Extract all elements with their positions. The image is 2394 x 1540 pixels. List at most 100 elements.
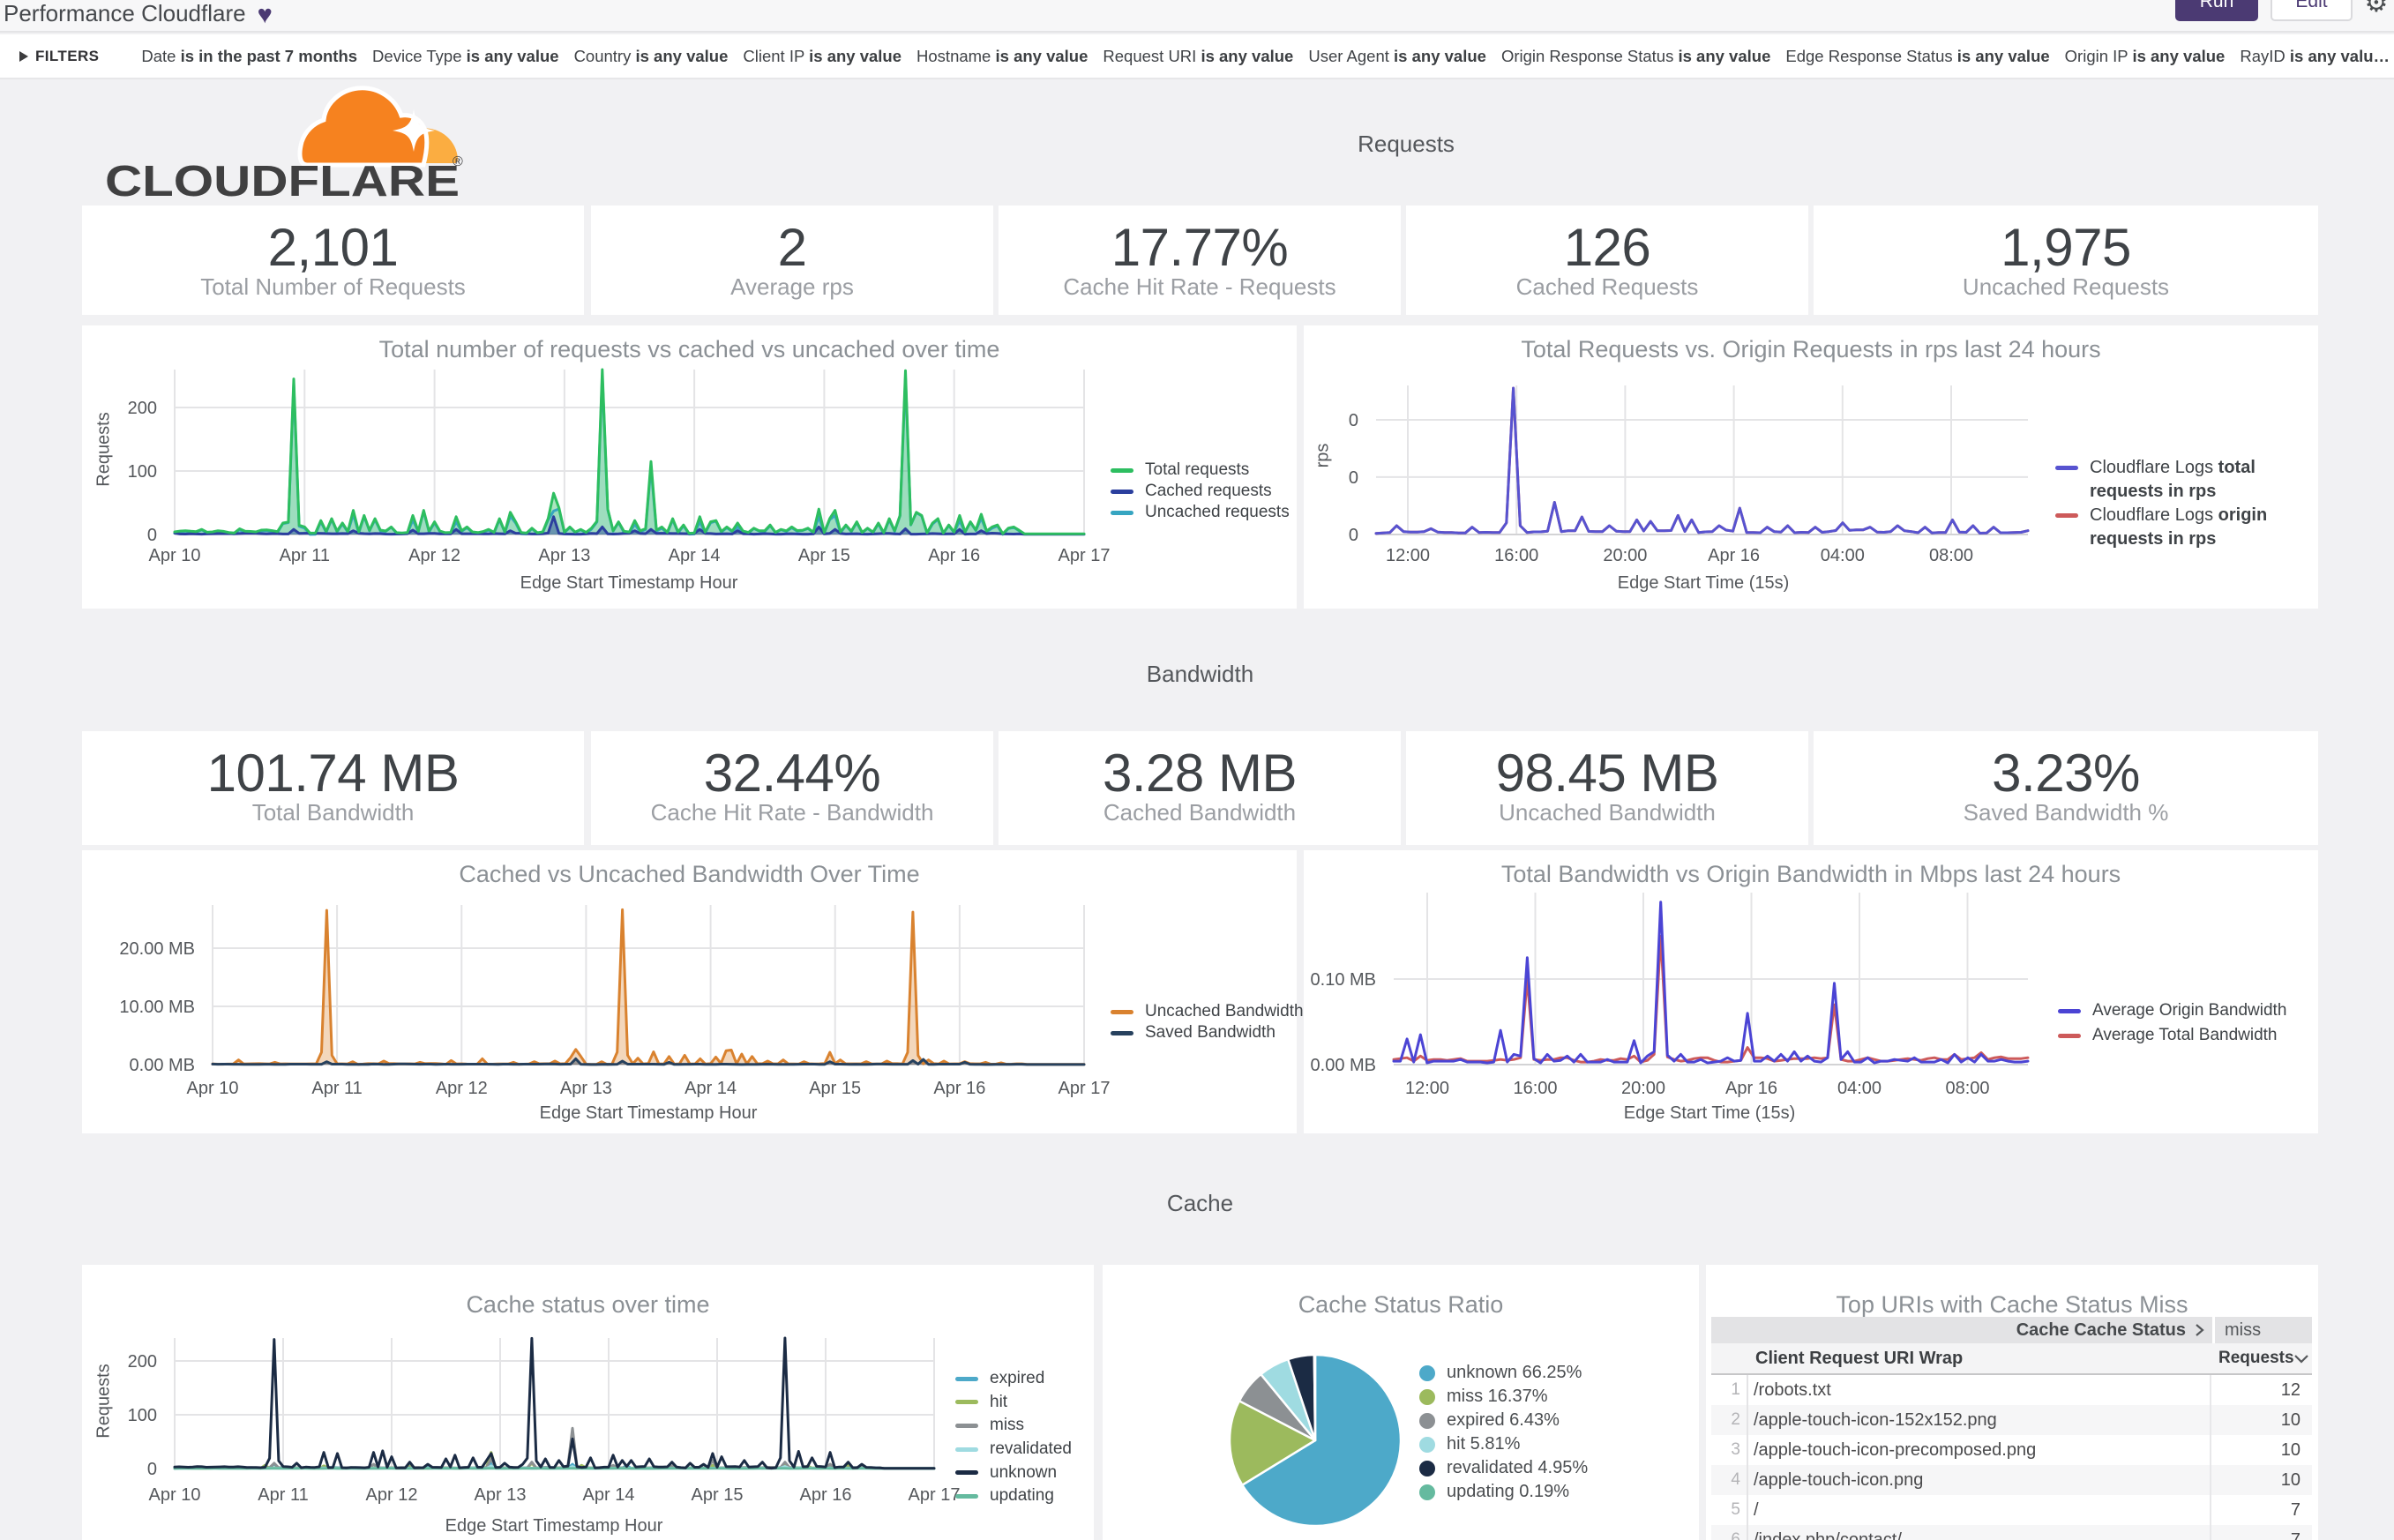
chart-svg-requests_over_time: 0 100 200 Apr 10 Apr 11 Apr 12 Apr 13 Apr 14 Apr… — [128, 368, 1110, 565]
kpi-requests-0: 2,101 Total Number of Requests — [82, 206, 584, 315]
series-line-total-requests — [173, 368, 1086, 535]
row-number: 4 — [1711, 1465, 1748, 1495]
filter-field: RayID — [2240, 46, 2290, 65]
filter-item-origin-ip[interactable]: Origin IP is any value — [2065, 47, 2226, 66]
legend-item[interactable]: Saved Bandwidth — [1111, 1022, 1304, 1043]
legend-item[interactable]: Uncached Bandwidth — [1111, 1001, 1304, 1022]
gear-icon[interactable]: ⚙ — [2364, 0, 2389, 18]
legend-dot-icon — [1419, 1388, 1435, 1405]
cloudflare-logo: CLOUDFLARE ® — [93, 78, 463, 206]
chart-title-cache_status_over_time: Cache status over time — [466, 1291, 710, 1318]
x-tick-label: Apr 11 — [311, 1079, 362, 1098]
legend-item[interactable]: Cloudflare Logs total requests in rps — [2055, 456, 2306, 504]
logo-registered: ® — [453, 154, 463, 169]
x-tick-label: 20:00 — [1621, 1079, 1665, 1098]
edit-button[interactable]: Edit — [2271, 0, 2353, 21]
kpi-value: 32.44% — [703, 744, 881, 803]
y-tick-label: 20.00 MB — [119, 939, 195, 959]
legend-item[interactable]: miss 16.37% — [1419, 1385, 1588, 1409]
x-axis-title-cache_status_over_time: Edge Start Timestamp Hour — [445, 1516, 663, 1536]
legend-swatch-icon — [1111, 1009, 1133, 1014]
kpi-requests-2: 17.77% Cache Hit Rate - Requests — [999, 206, 1401, 315]
legend-swatch-icon — [955, 1400, 978, 1405]
legend-item[interactable]: Total requests — [1111, 460, 1290, 481]
pie-slice-unknown[interactable] — [1241, 1353, 1403, 1528]
kpi-value: 2 — [777, 218, 807, 277]
column-header-requests[interactable]: Requests — [2211, 1343, 2312, 1373]
cell-uri[interactable]: /apple-touch-icon-precomposed.png — [1748, 1435, 2211, 1465]
series-line-saved-bandwidth — [211, 1057, 1086, 1066]
filter-item-origin-response-status[interactable]: Origin Response Status is any value — [1501, 47, 1770, 66]
cell-uri[interactable]: /robots.txt — [1748, 1375, 2211, 1405]
legend-item[interactable]: revalidated 4.95% — [1419, 1456, 1588, 1480]
pie-slice-miss[interactable] — [1228, 1400, 1317, 1486]
legend-item[interactable]: expired — [955, 1367, 1072, 1391]
legend-item[interactable]: hit — [955, 1391, 1072, 1415]
cell-uri[interactable]: / — [1748, 1495, 2211, 1525]
chart-title-requests_over_time: Total number of requests vs cached vs un… — [378, 336, 1000, 363]
filter-item-request-uri[interactable]: Request URI is any value — [1103, 47, 1293, 66]
cell-uri[interactable]: /index.php/contact/ — [1748, 1525, 2211, 1540]
legend-item[interactable]: Cloudflare Logs origin requests in rps — [2055, 504, 2306, 551]
cell-uri[interactable]: /apple-touch-icon-152x152.png — [1748, 1405, 2211, 1435]
page-title: Performance Cloudflare ♥ — [4, 0, 273, 29]
heart-icon: ♥ — [257, 1, 273, 29]
filters-toggle[interactable]: FILTERS — [19, 48, 99, 65]
x-tick-label: Apr 10 — [149, 1485, 201, 1505]
legend-dot-icon — [1419, 1412, 1435, 1429]
cell-requests: 10 — [2280, 1410, 2300, 1430]
run-button[interactable]: Run — [2175, 0, 2258, 21]
logo-wordmark: CLOUDFLARE — [105, 158, 460, 206]
x-tick-label: Apr 17 — [1059, 1079, 1111, 1098]
x-axis-title-requests_over_time: Edge Start Timestamp Hour — [520, 573, 738, 593]
filter-item-rayid[interactable]: RayID is any valu… — [2240, 47, 2390, 66]
x-tick-label: Apr 12 — [436, 1079, 488, 1098]
legend-bandwidth_last_24h: Average Origin Bandwidth Average Total Ba… — [2058, 998, 2286, 1048]
x-tick-label: 04:00 — [1837, 1079, 1882, 1098]
legend-item[interactable]: Cached requests — [1111, 481, 1290, 502]
filter-condition: is any value — [2132, 46, 2226, 65]
filter-item-user-agent[interactable]: User Agent is any value — [1308, 47, 1486, 66]
filter-item-hostname[interactable]: Hostname is any value — [916, 47, 1088, 66]
legend-item[interactable]: unknown — [955, 1461, 1072, 1484]
legend-item[interactable]: updating — [955, 1484, 1072, 1508]
legend-label: expired 6.43% — [1447, 1410, 1560, 1430]
pivot-field-label: Cache Cache Status — [2016, 1320, 2186, 1340]
legend-item[interactable]: Average Origin Bandwidth — [2058, 998, 2286, 1023]
chart-card-requests_over_time: Total number of requests vs cached vs un… — [82, 325, 1297, 609]
legend-item[interactable]: revalidated — [955, 1438, 1072, 1462]
legend-label: hit — [990, 1392, 1008, 1411]
pie-slice-updating[interactable] — [1313, 1353, 1317, 1442]
filter-item-client-ip[interactable]: Client IP is any value — [743, 47, 901, 66]
filter-item-country[interactable]: Country is any value — [574, 47, 729, 66]
legend-item[interactable]: updating 0.19% — [1419, 1480, 1588, 1504]
chart-svg-rps_last_24h: 0 0 0 12:00 16:00 20:00 Apr 16 04:00 08:00 — [1349, 385, 2030, 565]
x-tick-label: Apr 15 — [809, 1079, 861, 1098]
y-tick-label: 0 — [1349, 411, 1358, 430]
legend-swatch-icon — [2055, 513, 2078, 518]
y-tick-label: 0.10 MB — [1311, 970, 1376, 990]
column-header-uri[interactable]: Client Request URI Wrap — [1755, 1349, 1964, 1368]
series-line-cloudflare-logs-total-requests-in-rps — [1374, 386, 2030, 535]
filter-item-device-type[interactable]: Device Type is any value — [372, 47, 559, 66]
legend-label: Uncached Bandwidth — [1145, 1002, 1304, 1020]
cell-uri[interactable]: /apple-touch-icon.png — [1748, 1465, 2211, 1495]
pivot-field-cell[interactable]: Cache Cache Status — [1711, 1317, 2205, 1343]
legend-swatch-icon — [955, 1423, 978, 1428]
x-tick-label: 16:00 — [1494, 546, 1538, 565]
legend-item[interactable]: Average Total Bandwidth — [2058, 1023, 2286, 1048]
legend-item[interactable]: unknown 66.25% — [1419, 1361, 1588, 1385]
legend-item[interactable]: expired 6.43% — [1419, 1409, 1588, 1432]
filter-items: Date is in the past 7 months Device Type … — [141, 47, 2390, 66]
filter-field: Country — [573, 46, 636, 65]
legend-item[interactable]: miss — [955, 1414, 1072, 1438]
legend-item[interactable]: Uncached requests — [1111, 502, 1290, 523]
cell-requests: 10 — [2280, 1440, 2300, 1460]
top-bar: Performance Cloudflare ♥ Run Edit ⚙ — [0, 0, 2394, 33]
filter-item-edge-response-status[interactable]: Edge Response Status is any value — [1785, 47, 2049, 66]
legend-swatch-icon — [2055, 466, 2078, 470]
x-tick-label: Apr 16 — [928, 546, 980, 565]
filter-field: Origin IP — [2064, 46, 2133, 65]
legend-item[interactable]: hit 5.81% — [1419, 1432, 1588, 1456]
filter-item-date[interactable]: Date is in the past 7 months — [141, 47, 357, 66]
